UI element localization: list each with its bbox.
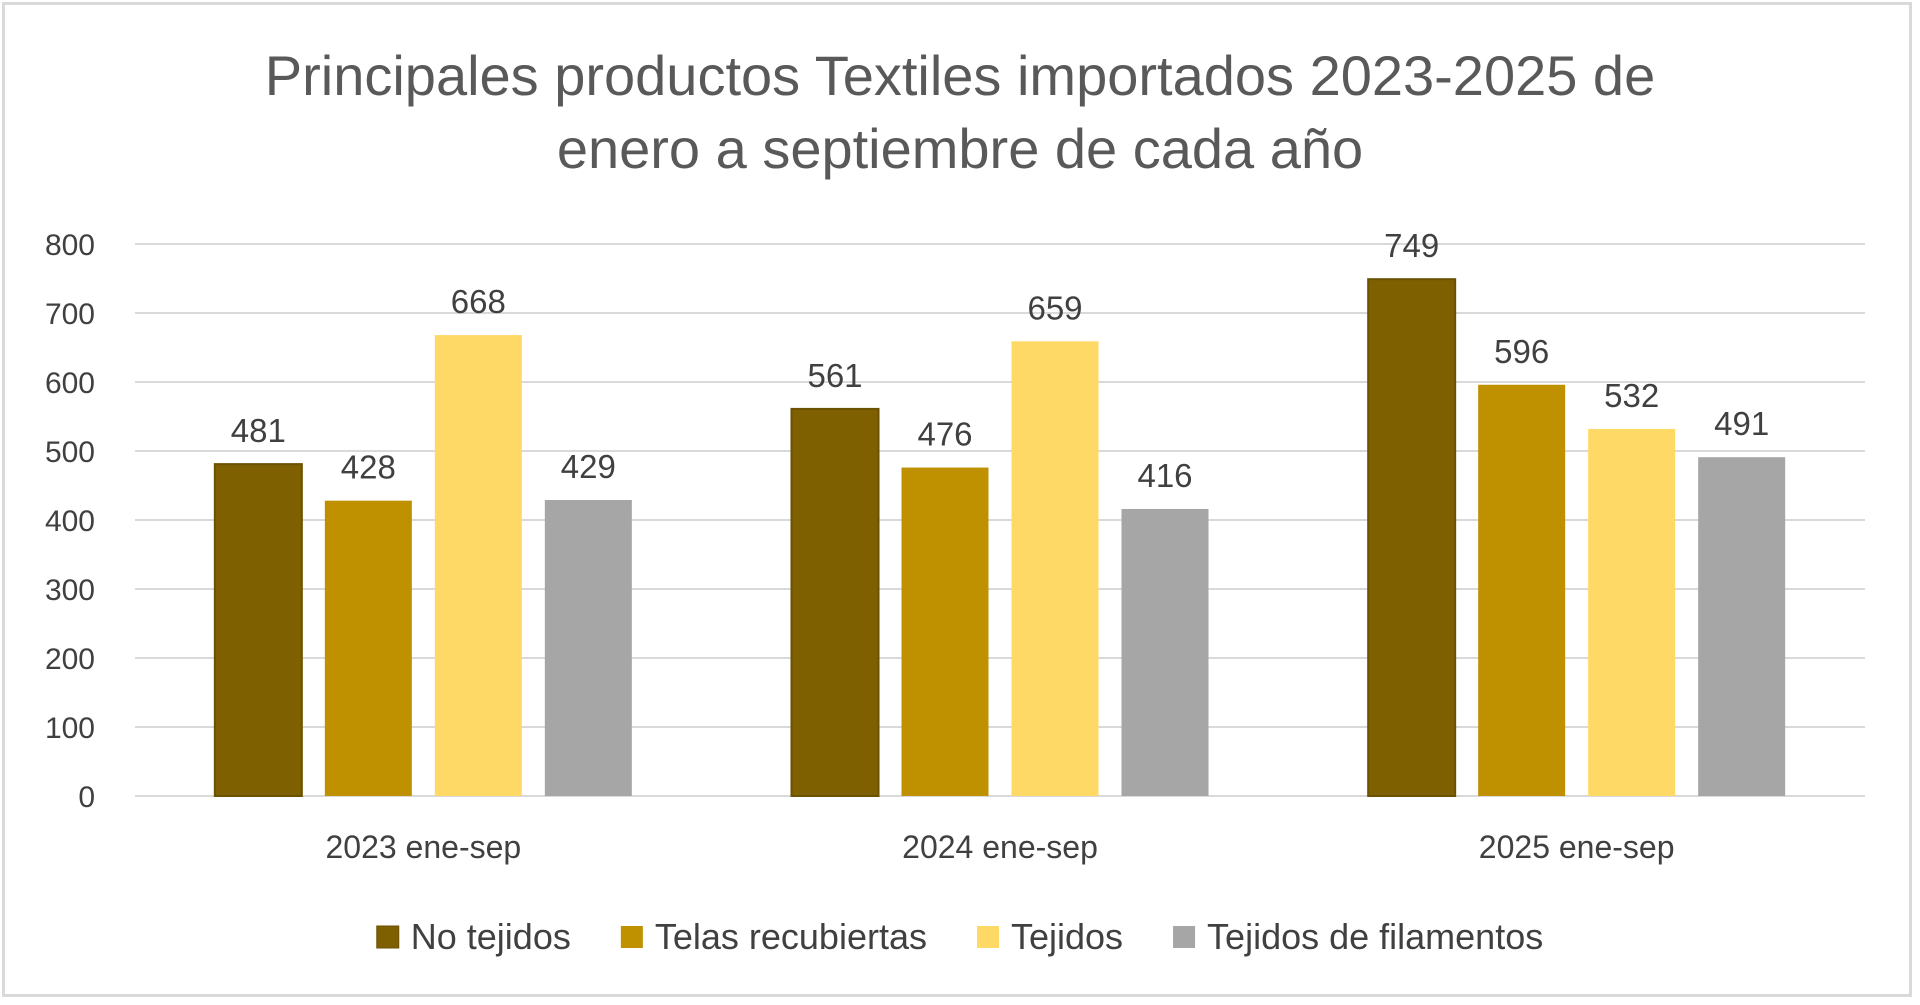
x-tick-label: 2025 ene-sep (1479, 829, 1675, 865)
data-label: 532 (1604, 377, 1659, 414)
data-label: 561 (807, 357, 862, 394)
y-axis: 0 100 200 300 400 500 600 700 800 (45, 229, 95, 814)
data-label: 476 (917, 416, 972, 453)
data-label: 491 (1714, 405, 1769, 442)
x-tick-label: 2023 ene-sep (325, 829, 521, 865)
legend-label: No tejidos (411, 916, 571, 957)
data-label: 659 (1027, 289, 1082, 326)
bar (1121, 508, 1209, 796)
x-tick-label: 2024 ene-sep (902, 829, 1098, 865)
bar (1478, 384, 1566, 796)
bar (324, 500, 412, 796)
x-axis: 2023 ene-sep 2024 ene-sep 2025 ene-sep (325, 829, 1674, 865)
bar (213, 463, 303, 797)
data-label: 481 (231, 412, 286, 449)
legend-swatch (1173, 926, 1196, 948)
bar (544, 499, 632, 796)
data-label: 596 (1494, 333, 1549, 370)
legend-label: Telas recubiertas (655, 916, 927, 957)
legend-swatch (376, 925, 400, 949)
data-label: 416 (1137, 457, 1192, 494)
y-tick-label: 500 (45, 436, 95, 469)
bar (1698, 457, 1786, 796)
legend: No tejidos Telas recubiertas Tejidos Tejido… (376, 916, 1543, 957)
legend-label: Tejidos (1011, 916, 1123, 957)
bar (901, 467, 989, 796)
legend-swatch (976, 926, 999, 948)
bars: 481 428 668 429 561 476 659 416 749 596 532 491 (213, 227, 1786, 797)
y-tick-label: 200 (45, 643, 95, 676)
y-tick-label: 400 (45, 505, 95, 538)
chart-title-line-2: enero a septiembre de cada año (557, 117, 1363, 180)
y-tick-label: 0 (78, 781, 95, 814)
data-label: 749 (1384, 227, 1439, 264)
y-tick-label: 300 (45, 574, 95, 607)
data-label: 668 (451, 283, 506, 320)
y-tick-label: 600 (45, 367, 95, 400)
data-label: 428 (341, 449, 396, 486)
gridlines (135, 243, 1865, 797)
chart-title-line-1: Principales productos Textiles importado… (265, 44, 1655, 107)
y-tick-label: 800 (45, 229, 95, 262)
data-label: 429 (561, 448, 616, 485)
bar (1011, 341, 1099, 796)
bar (434, 335, 522, 796)
y-tick-label: 700 (45, 298, 95, 331)
bar (790, 407, 880, 797)
y-tick-label: 100 (45, 712, 95, 745)
bar (1367, 278, 1457, 797)
bar (1588, 428, 1676, 796)
legend-label: Tejidos de filamentos (1207, 916, 1543, 957)
legend-swatch (620, 926, 643, 948)
